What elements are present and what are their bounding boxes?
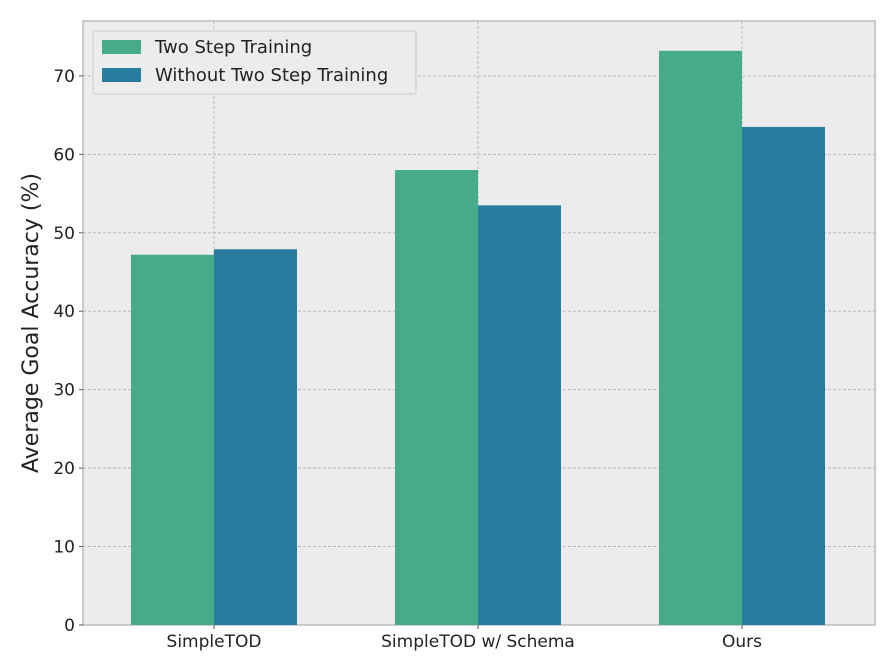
y-tick-label: 10 [53, 538, 75, 558]
legend-swatch-series-1 [102, 40, 141, 54]
x-tick-label: SimpleTOD w/ Schema [381, 632, 575, 652]
legend-label-series-2: Without Two Step Training [155, 65, 388, 86]
legend-box [92, 30, 417, 95]
legend-label-series-1: Two Step Training [154, 37, 312, 58]
y-tick-label: 50 [53, 224, 75, 244]
y-tick-label: 60 [53, 145, 75, 165]
y-axis-ticks: 0 10 20 30 40 50 60 70 [53, 67, 83, 636]
bar-simpletod-w-schema-series-2 [478, 205, 561, 626]
x-tick-label: Ours [722, 632, 762, 652]
y-tick-label: 20 [53, 459, 75, 479]
y-tick-label: 70 [53, 67, 75, 87]
y-tick-label: 30 [53, 381, 75, 401]
y-tick-label: 40 [53, 302, 75, 322]
bar-ours-series-2 [742, 126, 825, 625]
bar-simpletod-series-1 [131, 254, 214, 625]
x-axis-ticks: SimpleTOD SimpleTOD w/ Schema Ours [167, 625, 762, 652]
bar-ours-series-1 [659, 50, 742, 625]
legend-swatch-series-2 [102, 68, 141, 82]
y-tick-label: 0 [64, 616, 75, 636]
bars [131, 50, 825, 626]
legend: Two Step Training Without Two Step Traini… [92, 30, 417, 95]
bar-simpletod-series-2 [214, 249, 297, 625]
y-axis-label: Average Goal Accuracy (%) [19, 173, 44, 473]
bar-simpletod-w-schema-series-1 [395, 170, 478, 626]
x-tick-label: SimpleTOD [167, 632, 262, 652]
